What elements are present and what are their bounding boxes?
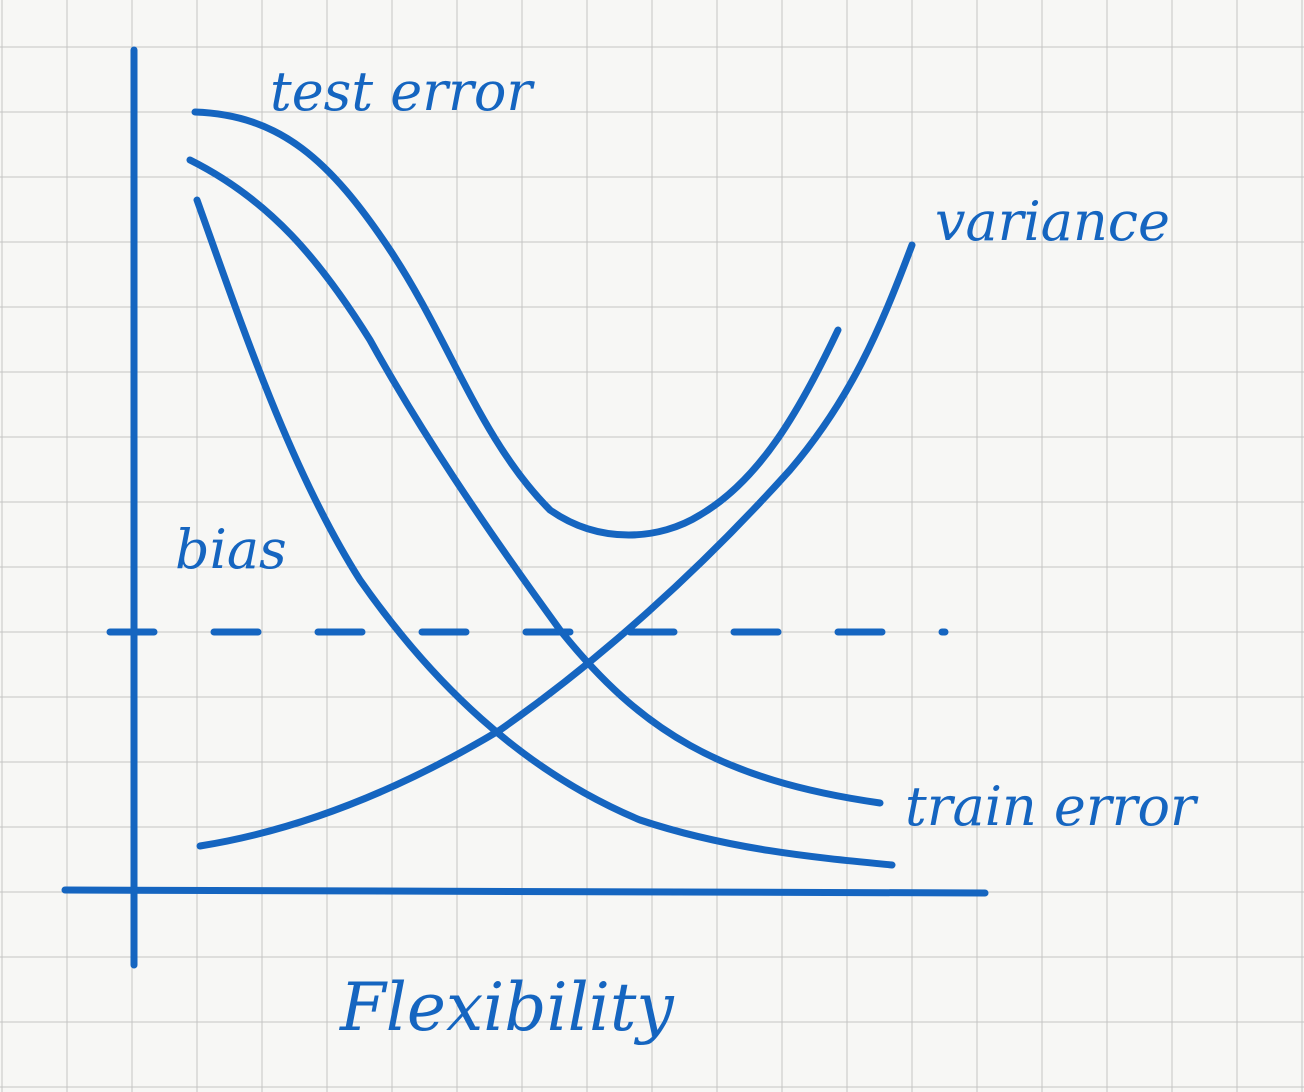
x-axis — [61, 886, 989, 897]
x-axis-label: Flexibility — [339, 969, 674, 1046]
variance-label: variance — [935, 190, 1170, 253]
bias-curve — [193, 196, 896, 869]
test-error-label: test error — [270, 60, 535, 123]
variance-curve — [196, 241, 916, 850]
train-error-curve — [186, 156, 884, 807]
train-error-label: train error — [905, 775, 1199, 838]
test-error-curve — [191, 108, 842, 539]
bias-label: bias — [175, 518, 287, 581]
